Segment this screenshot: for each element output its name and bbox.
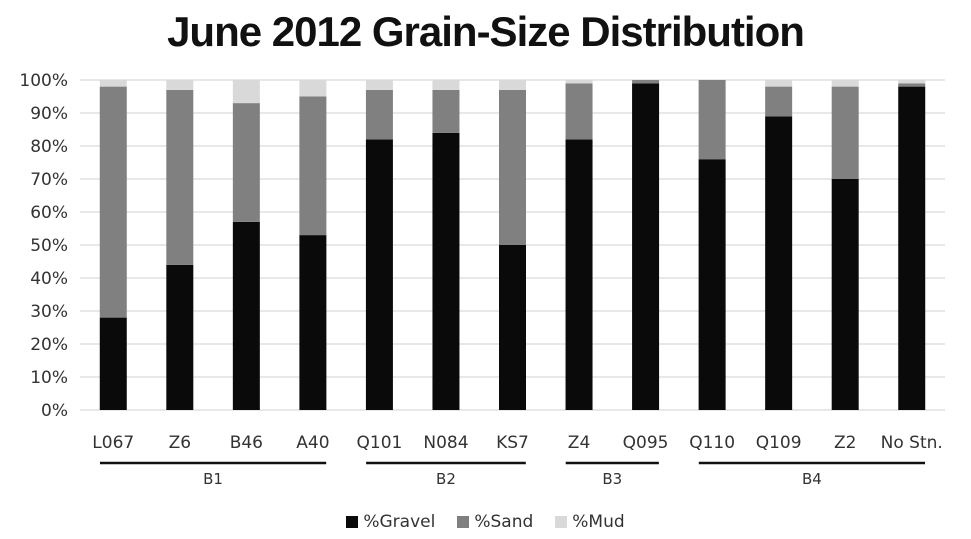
bar-mud-ks7 [499,80,526,90]
bar-gravel-q110 [698,159,726,410]
bar-gravel-b46 [232,221,260,410]
legend-label: %Sand [474,512,534,532]
legend: %Gravel %Sand %Mud [0,512,971,532]
x-tick-label: Q110 [689,433,735,453]
bar-gravel-q101 [365,139,393,410]
x-tick-label: Q095 [623,433,669,453]
legend-item-gravel: %Gravel [346,512,435,532]
legend-swatch [346,516,359,528]
x-tick-label: L067 [92,433,134,453]
bar-sand-q109 [765,86,793,117]
y-tick-label: 40% [30,269,68,289]
x-tick-label: Z2 [834,433,856,453]
y-tick-label: 20% [30,335,68,355]
legend-label: %Mud [572,512,625,532]
bar-gravel-z4 [565,139,593,410]
bar-mud-q101 [365,80,393,90]
group-label-b2: B2 [436,470,456,488]
x-tick-label: Q109 [756,433,802,453]
bar-gravel-q109 [765,116,793,411]
bar-mud-b46 [232,80,260,104]
bar-sand-z2 [831,86,859,179]
legend-swatch [555,516,568,528]
x-tick-label: B46 [230,433,263,453]
legend-item-sand: %Sand [457,512,533,532]
bar-mud-no-stn [898,80,926,84]
bar-sand-q095 [632,80,660,84]
bar-gravel-z2 [831,179,859,410]
y-tick-label: 90% [30,104,68,124]
bar-gravel-q095 [632,83,660,411]
bar-sand-ks7 [499,89,526,246]
legend-item-mud: %Mud [555,512,625,532]
y-tick-label: 50% [30,236,68,256]
bar-gravel-z6 [166,264,194,410]
group-label-b4: B4 [802,470,822,488]
legend-label: %Gravel [363,512,436,532]
bar-sand-z6 [166,89,194,265]
x-tick-label: Z6 [169,433,191,453]
group-label-b1: B1 [203,470,223,488]
y-tick-label: 0% [41,401,68,421]
bar-mud-z4 [565,80,593,84]
chart-title: June 2012 Grain-Size Distribution [167,8,805,55]
y-tick-label: 100% [19,71,68,91]
bar-sand-l067 [99,86,127,318]
bar-gravel-n084 [432,132,460,411]
y-axis-ticks: 0% 10% 20% 30% 40% 50% 60% 70% 80% 90% 100% [19,71,68,421]
y-tick-label: 10% [30,368,68,388]
bar-sand-b46 [232,103,260,222]
bar-mud-a40 [299,80,327,97]
bar-sand-a40 [299,96,327,236]
bar-sand-n084 [432,89,460,133]
bar-gravel-ks7 [499,245,526,410]
y-tick-label: 80% [30,137,68,157]
y-tick-label: 30% [30,302,68,322]
bar-sand-q101 [365,89,393,140]
x-axis-ticks: L067 Z6 B46 A40 Q101 N084 KS7 Z4 Q095 Q110 Q109 Z2 N… [92,433,943,453]
group-label-b3: B3 [602,470,622,488]
bar-sand-z4 [565,83,593,140]
x-tick-label: N084 [423,433,468,453]
bar-sand-no-stn [898,83,926,87]
bar-mud-z2 [831,80,859,87]
bar-sand-q110 [698,80,726,160]
x-tick-label: KS7 [496,433,529,453]
y-tick-label: 70% [30,170,68,190]
bar-gravel-no-stn [898,86,926,410]
x-tick-label: A40 [296,433,329,453]
group-brackets: B1 B2 B3 B4 [99,461,926,488]
x-tick-label: Z4 [568,433,590,453]
x-tick-label: No Stn. [881,433,943,453]
bar-mud-n084 [432,80,460,90]
bar-mud-q109 [765,80,793,87]
legend-swatch [457,516,470,528]
bar-mud-z6 [166,80,194,90]
bar-mud-l067 [99,80,127,87]
bar-gravel-l067 [99,317,127,410]
y-tick-label: 60% [30,203,68,223]
bar-gravel-a40 [299,235,327,410]
bars [99,80,926,411]
x-tick-label: Q101 [357,433,403,453]
